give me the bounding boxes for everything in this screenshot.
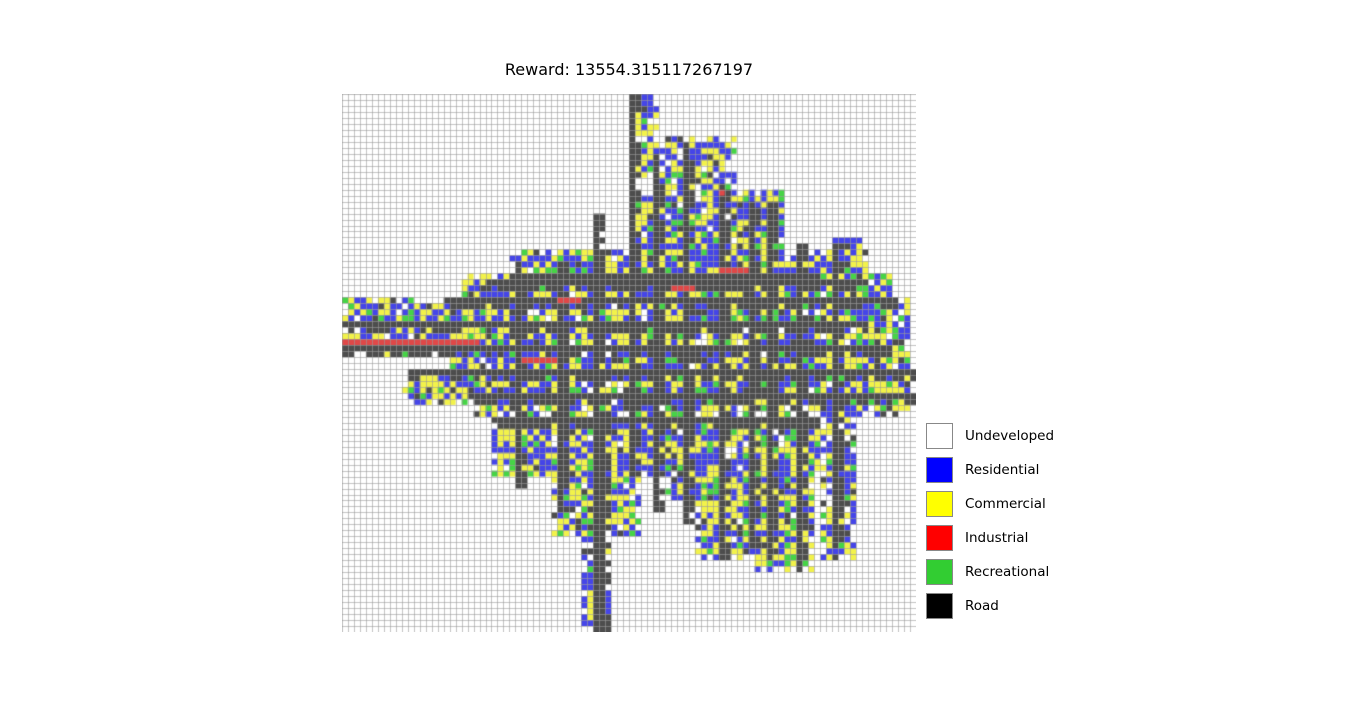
- legend-item-undeveloped: Undeveloped: [925, 422, 1085, 456]
- legend-swatch-undeveloped: [926, 423, 953, 449]
- legend-swatch-industrial: [926, 525, 953, 551]
- legend-label-recreational: Recreational: [965, 564, 1050, 580]
- legend-label-industrial: Industrial: [965, 530, 1029, 546]
- chart-title: Reward: 13554.315117267197: [504, 60, 754, 79]
- legend-item-road: Road: [925, 592, 1085, 626]
- legend-item-recreational: Recreational: [925, 558, 1085, 592]
- city-grid-heatmap: [342, 94, 916, 632]
- legend-swatch-commercial: [926, 491, 953, 517]
- legend: Undeveloped Residential Commercial Indus…: [925, 422, 1085, 626]
- legend-item-residential: Residential: [925, 456, 1085, 490]
- legend-item-commercial: Commercial: [925, 490, 1085, 524]
- legend-label-residential: Residential: [965, 462, 1040, 478]
- legend-swatch-residential: [926, 457, 953, 483]
- legend-swatch-road: [926, 593, 953, 619]
- legend-label-commercial: Commercial: [965, 496, 1046, 512]
- legend-label-road: Road: [965, 598, 999, 614]
- legend-item-industrial: Industrial: [925, 524, 1085, 558]
- legend-label-undeveloped: Undeveloped: [965, 428, 1055, 444]
- legend-swatch-recreational: [926, 559, 953, 585]
- city-grid-canvas: [342, 94, 916, 632]
